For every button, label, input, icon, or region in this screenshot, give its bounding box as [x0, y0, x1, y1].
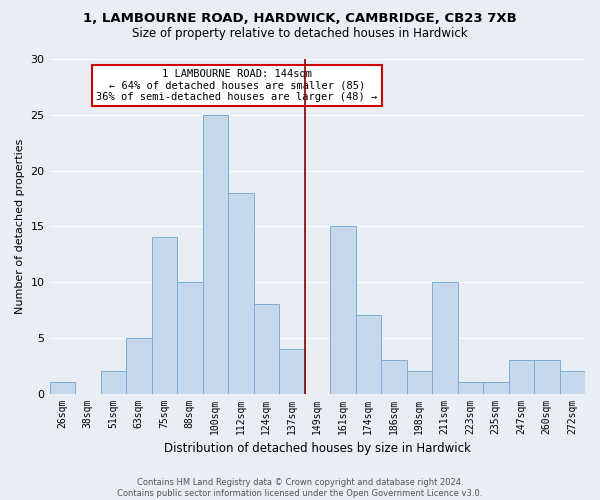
Text: Size of property relative to detached houses in Hardwick: Size of property relative to detached ho…	[132, 28, 468, 40]
Bar	[152, 238, 177, 394]
Bar	[458, 382, 483, 394]
Bar	[50, 382, 75, 394]
Bar	[356, 316, 381, 394]
Y-axis label: Number of detached properties: Number of detached properties	[15, 138, 25, 314]
Bar	[254, 304, 279, 394]
Bar	[483, 382, 509, 394]
Bar	[534, 360, 560, 394]
Bar	[509, 360, 534, 394]
Bar	[203, 115, 228, 394]
Bar	[228, 193, 254, 394]
X-axis label: Distribution of detached houses by size in Hardwick: Distribution of detached houses by size …	[164, 442, 471, 455]
Bar	[407, 372, 432, 394]
Bar	[330, 226, 356, 394]
Bar	[381, 360, 407, 394]
Bar	[279, 349, 305, 394]
Bar	[126, 338, 152, 394]
Text: 1, LAMBOURNE ROAD, HARDWICK, CAMBRIDGE, CB23 7XB: 1, LAMBOURNE ROAD, HARDWICK, CAMBRIDGE, …	[83, 12, 517, 26]
Bar	[101, 372, 126, 394]
Bar	[177, 282, 203, 394]
Bar	[560, 372, 585, 394]
Text: Contains HM Land Registry data © Crown copyright and database right 2024.
Contai: Contains HM Land Registry data © Crown c…	[118, 478, 482, 498]
Bar	[432, 282, 458, 394]
Text: 1 LAMBOURNE ROAD: 144sqm
← 64% of detached houses are smaller (85)
36% of semi-d: 1 LAMBOURNE ROAD: 144sqm ← 64% of detach…	[97, 69, 377, 102]
